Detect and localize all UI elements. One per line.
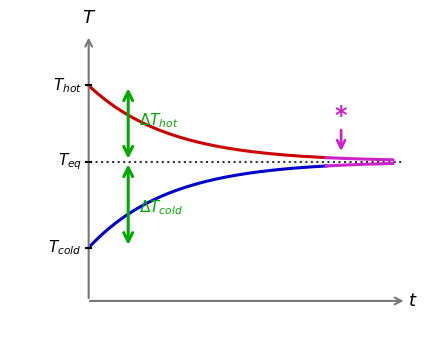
Text: $\Delta T_{cold}$: $\Delta T_{cold}$: [139, 198, 183, 217]
Text: $T$: $T$: [82, 9, 96, 27]
Text: $t$: $t$: [408, 292, 418, 310]
Text: *: *: [335, 104, 347, 128]
Text: $T_{eq}$: $T_{eq}$: [58, 151, 82, 172]
Text: $T_{hot}$: $T_{hot}$: [53, 76, 82, 95]
Text: $T_{cold}$: $T_{cold}$: [48, 238, 82, 257]
Text: $\Delta T_{hot}$: $\Delta T_{hot}$: [139, 112, 178, 130]
